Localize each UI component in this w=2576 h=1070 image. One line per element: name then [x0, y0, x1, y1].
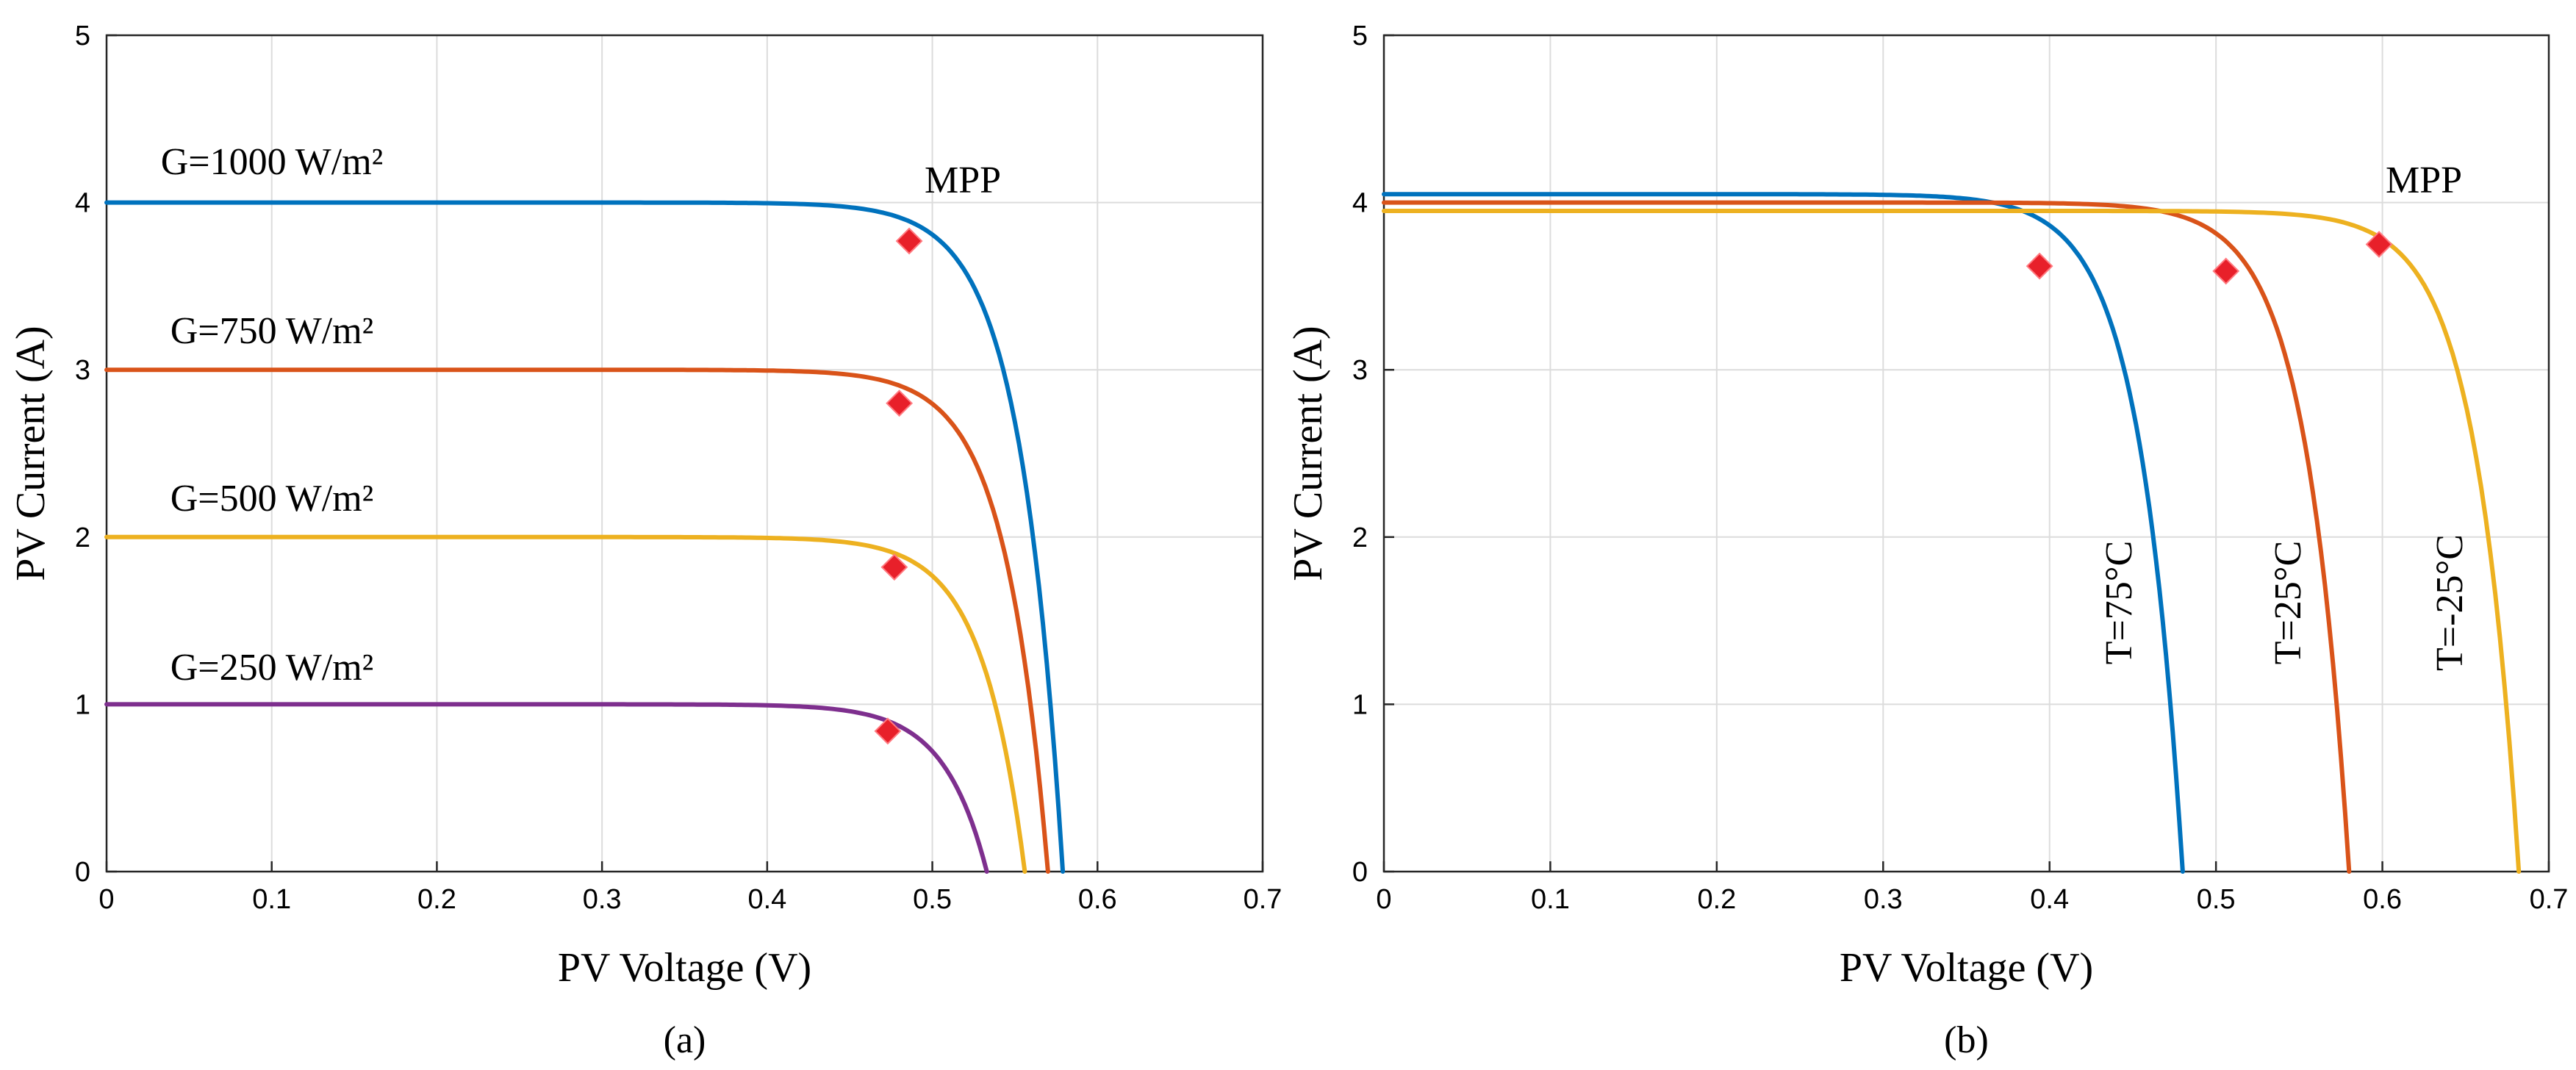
panel-b-x-axis-label: PV Voltage (V) [1840, 945, 2093, 991]
x-tick-label: 0 [1376, 884, 1391, 915]
x-tick-label: 0.7 [1244, 884, 1282, 915]
panel-a-plot-frame [105, 34, 1264, 873]
y-tick-label: 2 [1352, 523, 1368, 553]
series-label-g1000: G=1000 W/m² [161, 141, 384, 183]
series-a-g250-line [104, 702, 989, 874]
panel-b-y-ticks: 0 1 2 3 4 5 [1352, 21, 1368, 888]
mpp-marker-b-t25 [2212, 257, 2240, 285]
series-b-t75-line [1382, 192, 2185, 874]
mpp-marker-a-g1000 [895, 227, 923, 255]
series-a-g500-line [104, 534, 1027, 874]
mpp-marker-a-g750 [886, 389, 914, 417]
panel-a-iv-irradiance: 0 0.1 0.2 0.3 0.4 0.5 0.6 0.7 0 1 2 3 4 … [8, 21, 1282, 1061]
x-tick-label: 0.1 [1531, 884, 1570, 915]
x-tick-label: 0.3 [583, 884, 622, 915]
y-tick-label: 1 [1352, 689, 1368, 720]
x-tick-label: 0.7 [2530, 884, 2569, 915]
mpp-marker-b-tm25 [2365, 231, 2393, 258]
x-tick-label: 0.6 [1078, 884, 1117, 915]
x-tick-label: 0.5 [2197, 884, 2236, 915]
mpp-annotation: MPP [2386, 159, 2462, 201]
panel-b-plot-frame [1382, 34, 2550, 873]
x-tick-label: 0.4 [2030, 884, 2069, 915]
x-tick-label: 0.6 [2363, 884, 2402, 915]
y-tick-label: 5 [1352, 21, 1368, 51]
series-label-g250: G=250 W/m² [171, 647, 374, 689]
series-a-g750-line [104, 367, 1050, 874]
mpp-annotation: MPP [925, 159, 1001, 201]
y-tick-label: 3 [1352, 355, 1368, 386]
x-tick-label: 0.2 [1697, 884, 1736, 915]
x-tick-label: 0.2 [417, 884, 456, 915]
panel-a-y-ticks: 0 1 2 3 4 5 [75, 21, 90, 888]
y-tick-label: 0 [1352, 857, 1368, 888]
mpp-marker-b-t75 [2026, 252, 2053, 280]
mpp-marker-a-g500 [880, 553, 908, 581]
panel-b-iv-temperature: 0 0.1 0.2 0.3 0.4 0.5 0.6 0.7 0 1 2 3 4 … [1285, 21, 2568, 1061]
series-label-tm25: T=-25°C [2429, 534, 2471, 671]
panel-a-x-ticks: 0 0.1 0.2 0.3 0.4 0.5 0.6 0.7 [98, 884, 1282, 915]
panel-b-caption: (b) [1944, 1019, 1989, 1061]
x-tick-label: 0.3 [1864, 884, 1903, 915]
panel-b-mpp-markers [2026, 231, 2393, 285]
panel-b-y-axis-label: PV Current (A) [1285, 326, 1331, 581]
x-tick-label: 0 [98, 884, 114, 915]
panel-a-series [104, 200, 1066, 874]
y-tick-label: 0 [75, 857, 90, 888]
y-tick-label: 2 [75, 523, 90, 553]
series-b-t25-line [1382, 200, 2352, 874]
y-tick-label: 3 [75, 355, 90, 386]
x-tick-label: 0.5 [913, 884, 952, 915]
panel-a-mpp-markers [874, 227, 923, 745]
panel-b-grid [1382, 34, 2550, 873]
y-tick-label: 4 [1352, 188, 1368, 219]
y-tick-label: 1 [75, 689, 90, 720]
panel-a-x-axis-label: PV Voltage (V) [558, 945, 811, 991]
y-tick-label: 5 [75, 21, 90, 51]
y-tick-label: 4 [75, 188, 90, 219]
series-label-g750: G=750 W/m² [171, 310, 374, 352]
panel-a-y-axis-label: PV Current (A) [8, 326, 54, 581]
series-label-t75: T=75°C [2098, 541, 2140, 665]
x-tick-label: 0.1 [252, 884, 291, 915]
panel-a-caption: (a) [664, 1019, 706, 1061]
series-a-g1000-line [104, 200, 1066, 874]
series-label-g500: G=500 W/m² [171, 478, 374, 520]
panel-b-x-ticks: 0 0.1 0.2 0.3 0.4 0.5 0.6 0.7 [1376, 884, 2568, 915]
panel-a-series-labels: G=1000 W/m² G=750 W/m² G=500 W/m² G=250 … [161, 141, 1001, 689]
x-tick-label: 0.4 [747, 884, 786, 915]
panel-b-series [1382, 192, 2522, 874]
panel-b-series-labels: T=75°C T=25°C T=-25°C MPP [2098, 159, 2471, 671]
series-b-tm25-line [1382, 209, 2522, 874]
mpp-marker-a-g250 [874, 717, 902, 745]
series-label-t25: T=25°C [2267, 541, 2309, 665]
